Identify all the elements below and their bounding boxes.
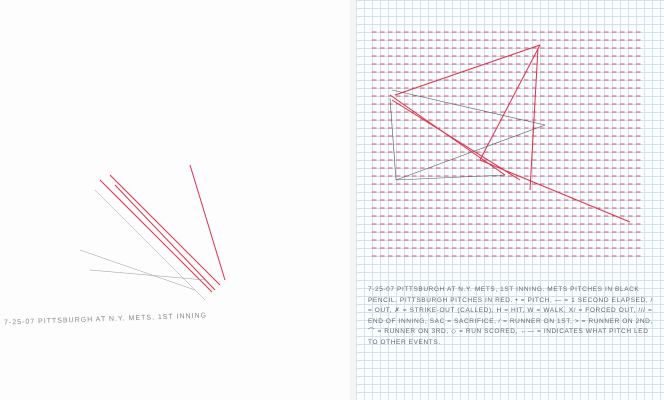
red-pitch-line (109, 174, 221, 286)
red-pitch-line (394, 44, 541, 96)
red-pitch-line (529, 47, 539, 191)
left-drawing-sheet (0, 0, 350, 400)
red-pitch-line (114, 184, 216, 291)
red-pitch-line (479, 159, 631, 223)
red-pitch-line (479, 44, 541, 161)
pencil-pitch-line (389, 97, 397, 181)
red-pitch-line (99, 179, 213, 293)
red-pitch-line (391, 99, 521, 181)
pencil-pitch-line (79, 249, 196, 291)
right-caption: 7-25-07 PITTSBURGH AT N.Y. METS, 1ST INN… (368, 286, 653, 346)
pencil-pitch-line (391, 89, 546, 126)
pencil-pitch-line (395, 124, 546, 181)
sheet-divider (350, 0, 356, 400)
pencil-pitch-line (89, 269, 206, 281)
pencil-pitch-line (395, 174, 506, 181)
red-pitch-line (189, 164, 226, 281)
pencil-pitch-line (94, 189, 206, 301)
